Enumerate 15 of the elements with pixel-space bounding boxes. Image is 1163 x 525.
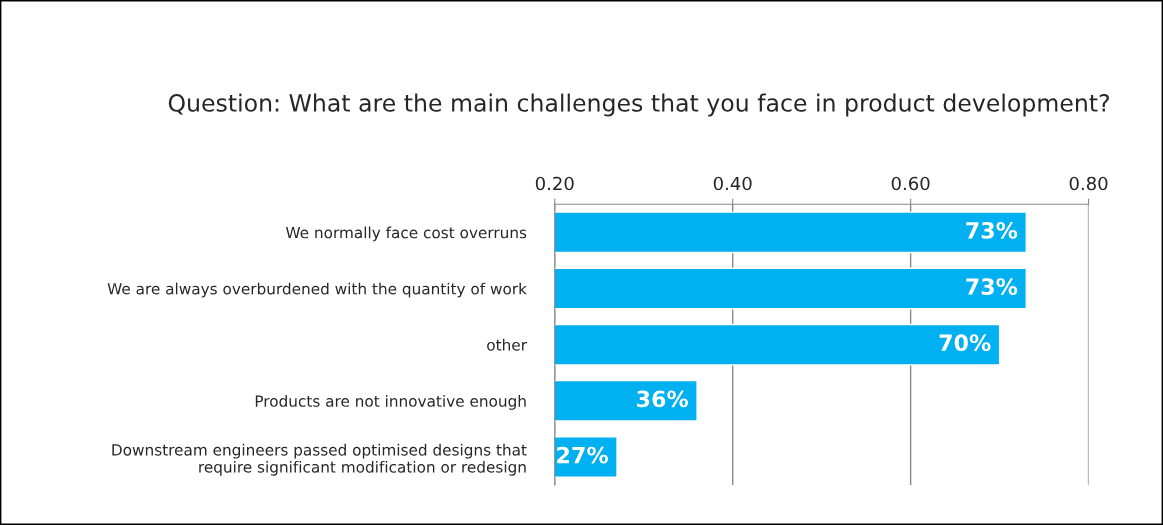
data-label: 36% [637, 390, 689, 408]
x-tick-label: 0.40 [713, 176, 752, 191]
data-label: 73% [966, 278, 1018, 295]
chart-title: Question: What are the main challenges that you face in product development? [168, 93, 1109, 117]
data-label: 27% [557, 446, 608, 464]
x-tick-label: 0.60 [891, 176, 930, 191]
x-tick-label: 0.80 [1069, 176, 1108, 191]
y-tick-label: We are always overburdened with the quantity of work [107, 282, 527, 298]
y-tick-label: Products are not innovative enough [255, 395, 526, 410]
y-tick-label: We normally face cost overruns [285, 226, 527, 242]
data-label: 70% [939, 334, 991, 352]
y-tick-label: other [487, 338, 527, 351]
data-label: 73% [966, 221, 1018, 239]
x-tick-label: 0.20 [535, 176, 574, 191]
y-tick-label: Downstream engineers passed optimised designs that require significant modification or redesign [112, 443, 527, 476]
